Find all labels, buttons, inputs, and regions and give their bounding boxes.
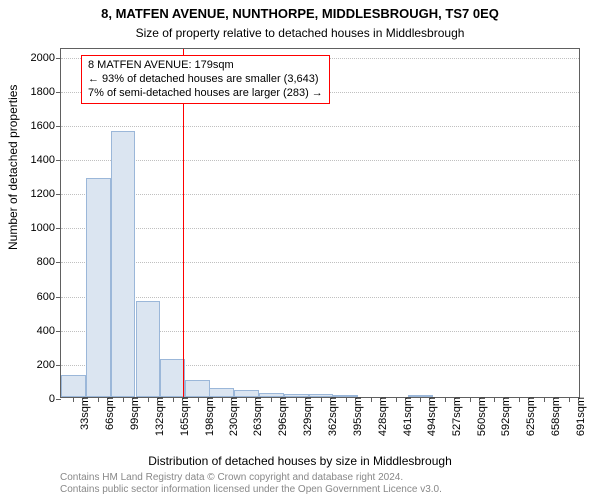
attribution-line1: Contains HM Land Registry data © Crown c… <box>60 472 442 484</box>
xtick-label: 132sqm <box>148 397 166 436</box>
histogram-bar <box>408 395 433 397</box>
plot-area: 020040060080010001200140016001800200033s… <box>60 48 580 398</box>
xtick-label: 329sqm <box>296 397 314 436</box>
xtick-label: 99sqm <box>123 397 141 430</box>
gridline <box>61 126 579 127</box>
ytick-label: 2000 <box>31 52 61 64</box>
ytick-label: 800 <box>37 256 61 268</box>
xtick-label: 362sqm <box>321 397 339 436</box>
ytick-label: 200 <box>37 359 61 371</box>
chart-subtitle: Size of property relative to detached ho… <box>0 26 600 40</box>
xtick-label: 625sqm <box>519 397 537 436</box>
histogram-bar <box>259 393 284 397</box>
ytick-label: 1800 <box>31 86 61 98</box>
histogram-bar <box>185 380 210 397</box>
xtick-label: 658sqm <box>544 397 562 436</box>
xtick-label: 198sqm <box>198 397 216 436</box>
histogram-bar <box>309 394 334 397</box>
histogram-bar <box>234 390 259 397</box>
xtick-label: 296sqm <box>271 397 289 436</box>
xtick-label: 560sqm <box>470 397 488 436</box>
xtick-label: 395sqm <box>346 397 364 436</box>
gridline <box>61 262 579 263</box>
xtick-label: 230sqm <box>222 397 240 436</box>
histogram-bar <box>111 131 136 397</box>
xtick-label: 592sqm <box>494 397 512 436</box>
ytick-label: 1400 <box>31 154 61 166</box>
xtick-label: 691sqm <box>569 397 587 436</box>
y-axis-label: Number of detached properties <box>6 85 20 250</box>
gridline <box>61 160 579 161</box>
gridline <box>61 297 579 298</box>
histogram-bar <box>136 301 161 397</box>
xtick-label: 263sqm <box>246 397 264 436</box>
ytick-label: 600 <box>37 291 61 303</box>
annotation-line1: 8 MATFEN AVENUE: 179sqm <box>88 59 323 73</box>
attribution-text: Contains HM Land Registry data © Crown c… <box>60 472 442 496</box>
xtick-label: 461sqm <box>396 397 414 436</box>
histogram-bar <box>160 359 185 397</box>
xtick-label: 33sqm <box>73 397 91 430</box>
x-axis-label: Distribution of detached houses by size … <box>0 454 600 468</box>
histogram-bar <box>333 395 358 397</box>
annotation-line2: ← 93% of detached houses are smaller (3,… <box>88 73 323 87</box>
attribution-line2: Contains public sector information licen… <box>60 484 442 496</box>
property-size-histogram: { "title_main": "8, MATFEN AVENUE, NUNTH… <box>0 0 600 500</box>
gridline <box>61 194 579 195</box>
xtick-label: 428sqm <box>371 397 389 436</box>
annotation-line3: 7% of semi-detached houses are larger (2… <box>88 87 323 101</box>
ytick-label: 1200 <box>31 188 61 200</box>
ytick-label: 1600 <box>31 120 61 132</box>
xtick-label: 66sqm <box>98 397 116 430</box>
xtick-label: 494sqm <box>420 397 438 436</box>
histogram-bar <box>61 375 86 397</box>
xtick-label: 165sqm <box>173 397 191 436</box>
histogram-bar <box>86 178 111 397</box>
gridline <box>61 228 579 229</box>
ytick-label: 1000 <box>31 222 61 234</box>
xtick-label: 527sqm <box>445 397 463 436</box>
histogram-bar <box>284 394 309 397</box>
chart-title: 8, MATFEN AVENUE, NUNTHORPE, MIDDLESBROU… <box>0 6 600 21</box>
ytick-label: 400 <box>37 325 61 337</box>
annotation-callout: 8 MATFEN AVENUE: 179sqm ← 93% of detache… <box>81 55 330 104</box>
ytick-label: 0 <box>49 393 61 405</box>
histogram-bar <box>209 388 234 397</box>
